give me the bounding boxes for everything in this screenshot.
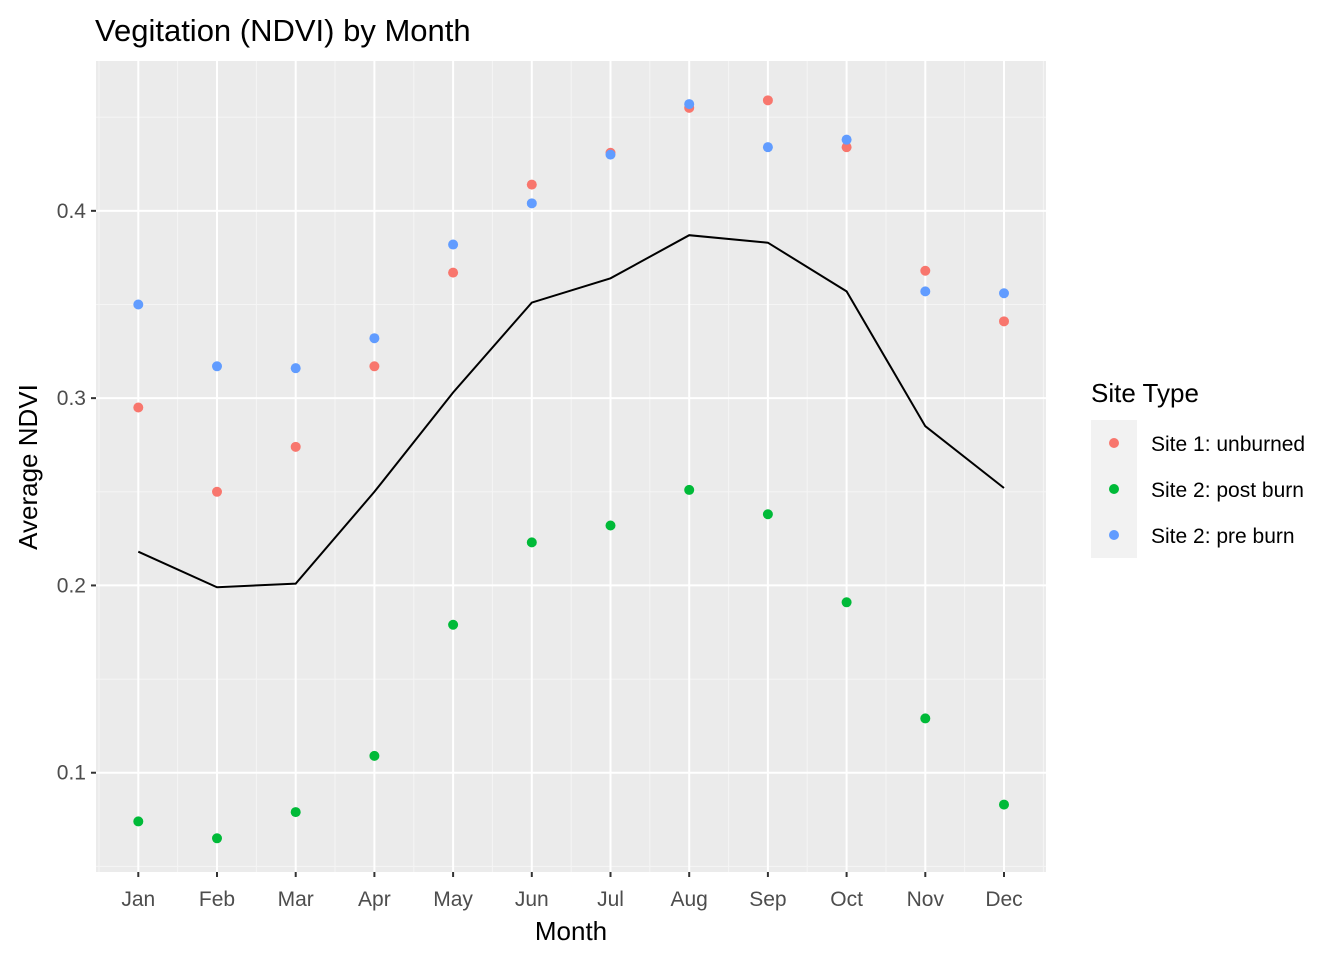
data-point	[762, 509, 773, 520]
data-point	[133, 299, 144, 310]
y-tick-label: 0.4	[57, 200, 87, 223]
data-point	[684, 99, 695, 110]
data-point	[605, 149, 616, 160]
legend-label: Site 1: unburned	[1151, 433, 1305, 456]
data-point	[920, 265, 931, 276]
data-point	[369, 750, 380, 761]
data-point	[762, 142, 773, 153]
data-point	[133, 816, 144, 827]
data-point	[290, 441, 301, 452]
chart-title: Vegitation (NDVI) by Month	[95, 13, 471, 48]
data-point	[526, 537, 537, 548]
data-point	[369, 333, 380, 344]
data-point	[448, 239, 459, 250]
data-point	[133, 402, 144, 413]
x-tick-label: Sep	[749, 888, 786, 911]
x-tick-label: May	[433, 888, 473, 911]
y-tick-label: 0.3	[57, 387, 86, 410]
major-gridlines	[96, 61, 1046, 872]
data-point	[212, 486, 222, 497]
x-tick-label: Oct	[830, 888, 863, 911]
legend-label: Site 2: pre burn	[1151, 525, 1295, 548]
data-point	[212, 833, 222, 844]
trend-line	[137, 234, 1005, 589]
data-point	[762, 95, 773, 106]
data-point	[841, 134, 852, 145]
data-point	[526, 198, 537, 209]
data-point	[920, 713, 931, 724]
data-point	[999, 316, 1009, 327]
data-point	[526, 179, 537, 190]
y-axis-title: Average NDVI	[13, 384, 43, 550]
data-point	[920, 286, 931, 297]
data-point	[448, 267, 459, 278]
data-point	[605, 520, 616, 531]
x-tick-label: Jun	[515, 888, 549, 911]
x-axis-title: Month	[535, 916, 607, 946]
data-points	[133, 95, 1009, 844]
x-tick-label: Jan	[121, 888, 155, 911]
data-point	[290, 363, 301, 374]
data-point	[684, 484, 695, 495]
data-point	[841, 142, 852, 153]
data-point	[290, 807, 301, 818]
data-point	[999, 288, 1009, 299]
legend: Site Type Site 1: unburned Site 2: post b…	[1091, 378, 1305, 558]
y-axis: 0.1 0.2 0.3 0.4	[57, 200, 96, 785]
data-point	[369, 361, 380, 372]
x-tick-label: Jul	[597, 888, 624, 911]
y-tick-label: 0.2	[57, 574, 86, 597]
data-point	[448, 619, 459, 630]
x-tick-label: Aug	[671, 888, 708, 911]
legend-key	[1109, 438, 1119, 448]
x-tick-label: Nov	[907, 888, 945, 911]
x-tick-label: Apr	[358, 888, 391, 911]
legend-title: Site Type	[1091, 378, 1199, 408]
legend-label: Site 2: post burn	[1151, 479, 1304, 502]
x-tick-label: Feb	[199, 888, 235, 911]
legend-key	[1109, 484, 1119, 494]
data-point	[212, 361, 222, 372]
y-tick-label: 0.1	[57, 762, 86, 785]
legend-key	[1109, 530, 1119, 540]
minor-gridlines	[96, 61, 1046, 872]
x-tick-label: Dec	[985, 888, 1022, 911]
x-tick-label: Mar	[278, 888, 314, 911]
x-axis: Jan Feb Mar Apr May Jun Jul Aug Sep Oct Nov Dec	[121, 872, 1023, 911]
data-point	[999, 799, 1009, 810]
data-point	[841, 597, 852, 608]
